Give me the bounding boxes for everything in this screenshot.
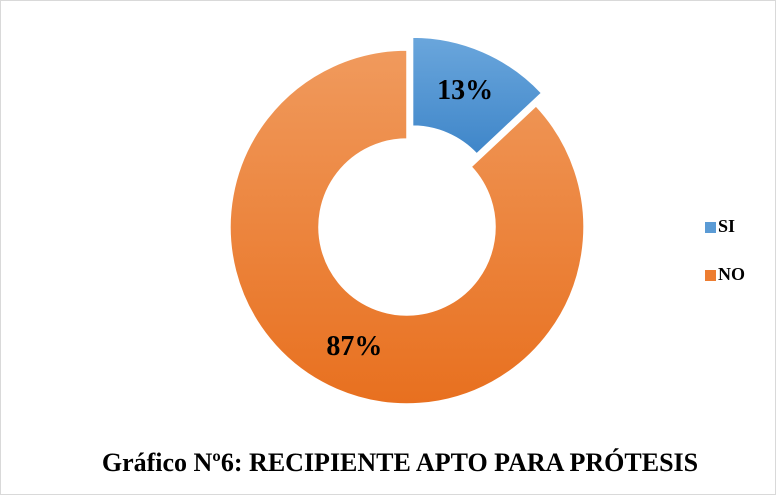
data-label: 87% [326, 331, 382, 362]
chart-title: Gráfico Nº6: RECIPIENTE APTO PARA PRÓTES… [102, 448, 698, 477]
legend-swatch [705, 270, 716, 281]
legend-label: SI [718, 216, 735, 236]
data-label: 13% [437, 75, 493, 106]
donut-slice [411, 36, 543, 155]
donut-slice [229, 49, 585, 405]
legend-swatch [705, 222, 716, 233]
legend-label: NO [718, 264, 745, 284]
